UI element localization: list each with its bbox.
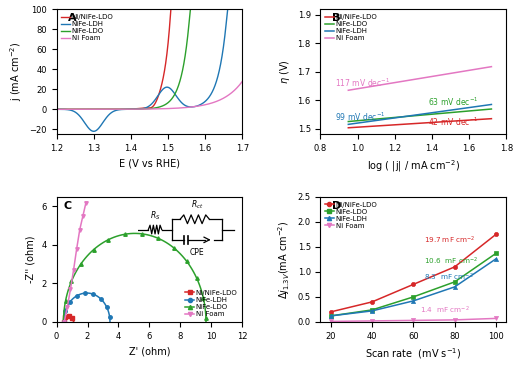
Legend: Ni/NiFe-LDO, NiFe-LDO, NiFe-LDH, Ni Foam: Ni/NiFe-LDO, NiFe-LDO, NiFe-LDH, Ni Foam: [324, 200, 379, 230]
Y-axis label: -Z'' (ohm): -Z'' (ohm): [26, 236, 36, 283]
Text: 63 mV dec$^{-1}$: 63 mV dec$^{-1}$: [428, 95, 479, 108]
Text: A: A: [68, 13, 76, 23]
X-axis label: Z' (ohm): Z' (ohm): [128, 346, 170, 356]
Legend: Ni/NiFe-LDO, NiFe-LDH, NiFe-LDO, Ni Foam: Ni/NiFe-LDO, NiFe-LDH, NiFe-LDO, Ni Foam: [184, 289, 239, 319]
Text: 19.7 mF cm$^{-2}$: 19.7 mF cm$^{-2}$: [424, 235, 475, 246]
Y-axis label: $\Delta j_{1.3V}$(mA cm$^{-2}$): $\Delta j_{1.3V}$(mA cm$^{-2}$): [276, 220, 292, 299]
Text: 10.6  mF cm$^{-2}$: 10.6 mF cm$^{-2}$: [424, 256, 478, 267]
Legend: Ni/NiFe-LDO, NiFe-LDH, NiFe-LDO, Ni Foam: Ni/NiFe-LDO, NiFe-LDH, NiFe-LDO, Ni Foam: [60, 13, 115, 43]
Text: 8.3  mF cm$^{-2}$: 8.3 mF cm$^{-2}$: [424, 272, 473, 283]
X-axis label: E (V vs RHE): E (V vs RHE): [119, 159, 180, 169]
Text: 1.4  mF cm$^{-2}$: 1.4 mF cm$^{-2}$: [419, 305, 469, 316]
X-axis label: log ( |j| / mA cm$^{-2}$): log ( |j| / mA cm$^{-2}$): [367, 159, 460, 174]
Legend: Ni/NiFe-LDO, NiFe-LDO, NiFe-LDH, Ni Foam: Ni/NiFe-LDO, NiFe-LDO, NiFe-LDH, Ni Foam: [324, 13, 379, 43]
X-axis label: Scan rate  (mV s$^{-1}$): Scan rate (mV s$^{-1}$): [365, 346, 462, 361]
Y-axis label: j (mA cm$^{-2}$): j (mA cm$^{-2}$): [8, 42, 24, 101]
Text: B: B: [332, 13, 340, 23]
Y-axis label: $\eta$ (V): $\eta$ (V): [278, 60, 292, 84]
Text: 117 mV dec$^{-1}$: 117 mV dec$^{-1}$: [335, 77, 391, 90]
Text: 42 mV dec$^{-1}$: 42 mV dec$^{-1}$: [428, 115, 479, 128]
Text: D: D: [332, 201, 341, 211]
Text: 99 mV dec$^{-1}$: 99 mV dec$^{-1}$: [335, 111, 386, 123]
Text: C: C: [64, 201, 72, 211]
